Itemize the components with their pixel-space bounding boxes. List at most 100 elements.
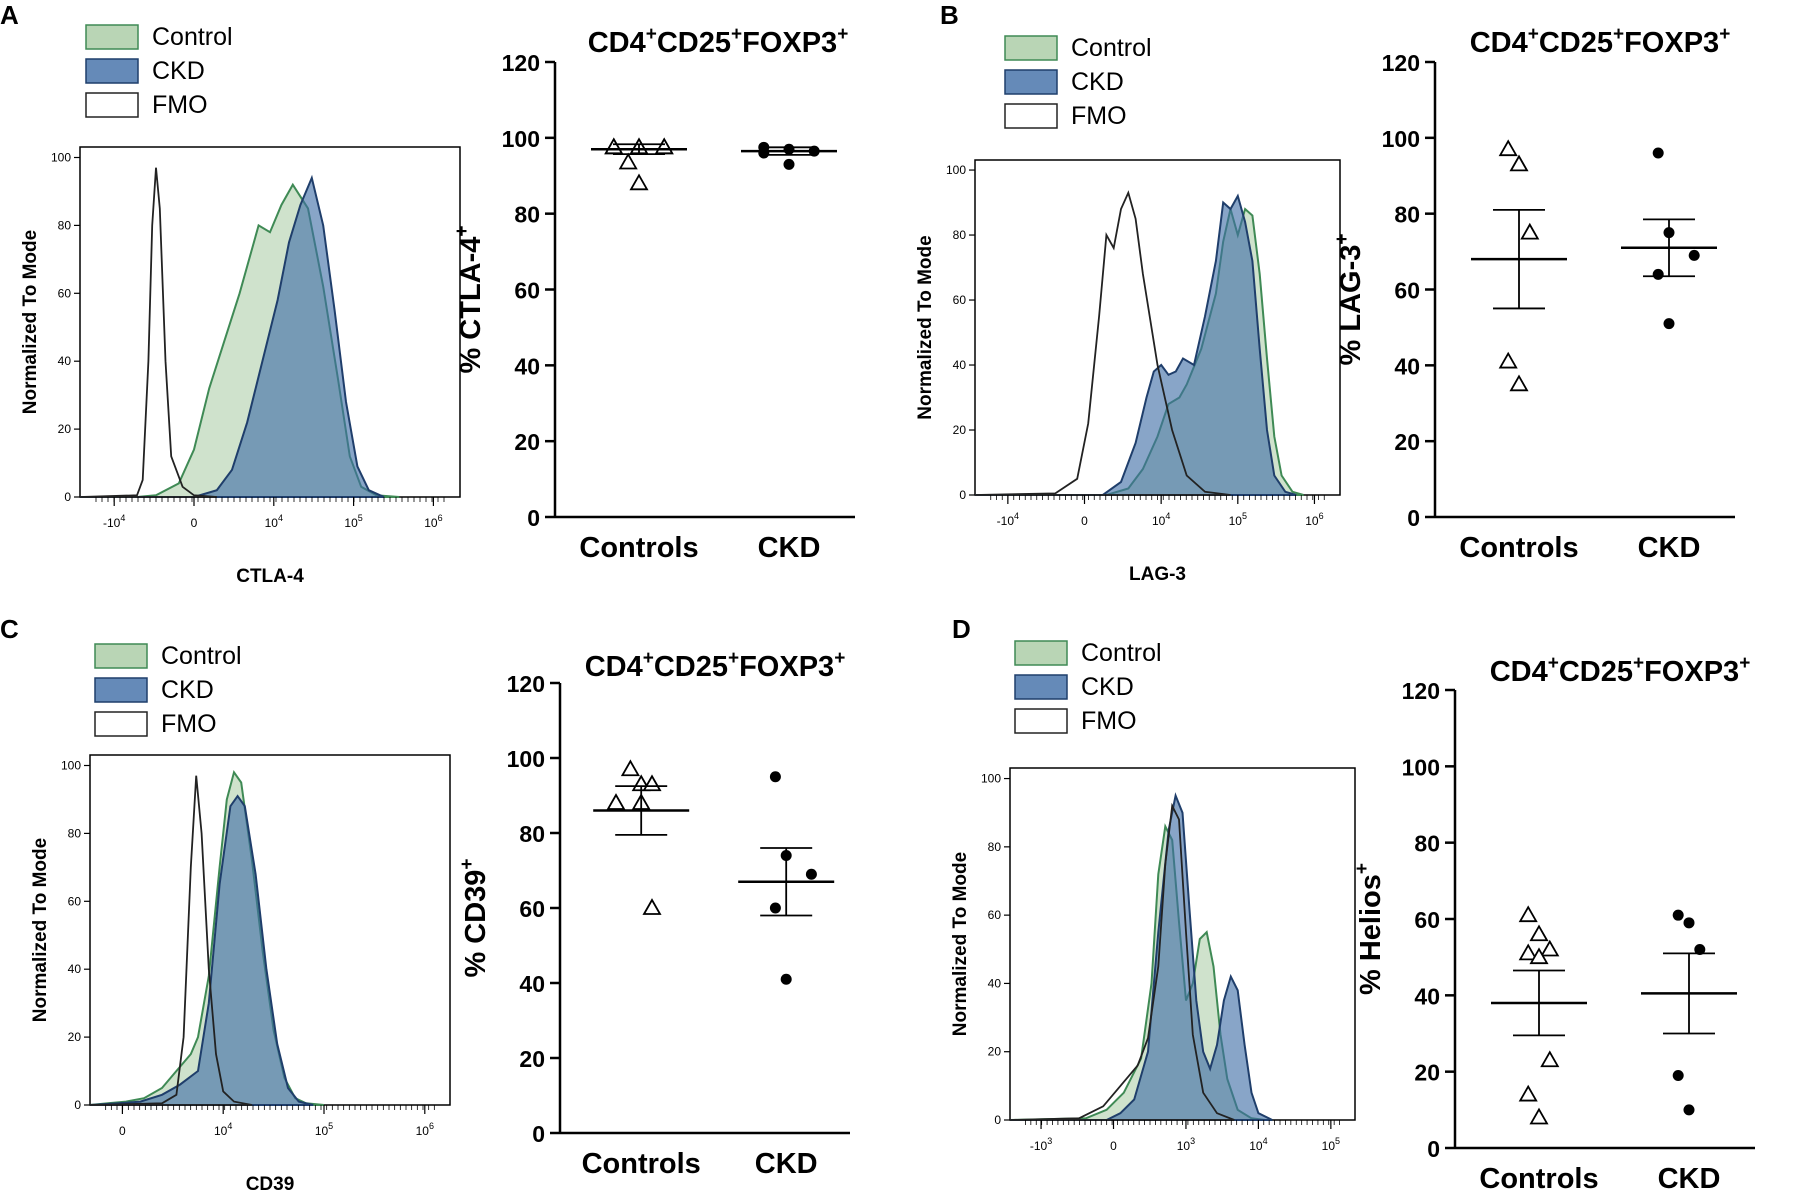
scatter-y-tick-label: 40 <box>514 353 540 379</box>
y-label-text: % CD39 <box>460 870 492 978</box>
histogram-x-tick-label: 105 <box>1229 511 1247 528</box>
data-point-triangle <box>620 759 640 777</box>
legend-label-fmo: FMO <box>1081 707 1137 735</box>
data-point-circle <box>1683 1104 1695 1116</box>
histogram-y-tick-label: 20 <box>953 423 967 437</box>
histogram-y-tick-label: 40 <box>988 976 1002 990</box>
legend-swatch-fmo <box>1014 708 1068 734</box>
y-label-superscript: + <box>1332 234 1353 245</box>
scatter-y-tick-label: 40 <box>519 971 545 997</box>
tick-base: 0 <box>191 516 198 530</box>
histogram-y-tick-label: 0 <box>64 490 71 504</box>
histogram-y-tick-label: 80 <box>953 228 967 242</box>
legend-label-control: Control <box>1071 34 1152 62</box>
histogram-x-tick-label: 0 <box>119 1124 126 1138</box>
histogram-x-tick-label: 106 <box>1305 511 1323 528</box>
title-part: CD25 <box>1539 27 1613 59</box>
y-label-text: % LAG-3 <box>1335 245 1367 366</box>
histogram-x-tick-label: -104 <box>997 511 1019 528</box>
scatter-y-tick-label: 60 <box>514 278 540 304</box>
tick-base: 10 <box>1249 1139 1263 1153</box>
scatter-title: CD4+CD25+FOXP3+ <box>585 648 846 683</box>
tick-base: 10 <box>424 516 438 530</box>
data-point-circle <box>1683 917 1695 929</box>
tick-base: 10 <box>344 516 358 530</box>
legend-label-ckd: CKD <box>152 57 205 85</box>
legend-swatch-control <box>94 643 148 669</box>
title-superscript: + <box>728 648 739 669</box>
histogram-series-ckd <box>89 794 314 1106</box>
scatter-y-tick-label: 20 <box>519 1046 545 1072</box>
histogram-series-ckd <box>1010 792 1273 1121</box>
histogram-x-label: CTLA-4 <box>236 566 304 587</box>
histogram-y-tick-label: 100 <box>61 759 81 773</box>
scatter-y-tick-label: 80 <box>1394 202 1420 228</box>
scatter-y-label: % Helios+ <box>1352 863 1387 995</box>
histogram-y-tick-label: 40 <box>58 354 72 368</box>
tick-base: 10 <box>1229 514 1243 528</box>
title-superscript: + <box>1548 653 1559 674</box>
scatter-y-tick-label: 0 <box>1407 505 1420 531</box>
histogram-x-tick-label: 104 <box>1249 1136 1267 1153</box>
tick-base: 0 <box>1110 1139 1117 1153</box>
tick-base: 10 <box>1322 1139 1336 1153</box>
data-point-triangle <box>1498 139 1518 157</box>
histogram-x-tick-label: 105 <box>344 513 362 530</box>
scatter-y-tick-label: 100 <box>502 126 540 152</box>
title-superscript: + <box>1719 24 1730 45</box>
histogram-x-label: CD39 <box>246 1174 295 1191</box>
scatter-y-tick-label: 60 <box>1414 907 1440 933</box>
title-part: FOXP3 <box>742 27 837 59</box>
panel-letter: D <box>952 614 971 644</box>
histogram-series-fmo <box>79 167 217 498</box>
histogram-x-tick-label: 105 <box>315 1121 333 1138</box>
histogram-y-tick-label: 60 <box>953 293 967 307</box>
data-point-triangle <box>1509 374 1529 392</box>
title-superscript: + <box>643 648 654 669</box>
tick-exponent: 4 <box>1263 1136 1268 1146</box>
histogram-y-tick-label: 20 <box>988 1045 1002 1059</box>
title-part: CD4 <box>1490 656 1548 688</box>
scatter-y-tick-label: 60 <box>1394 278 1420 304</box>
tick-exponent: 5 <box>1242 511 1247 521</box>
scatter-y-tick-label: 80 <box>519 821 545 847</box>
histogram-y-label: Normalized To Mode <box>950 852 971 1036</box>
tick-exponent: 6 <box>438 513 443 523</box>
scatter-y-tick-label: 100 <box>507 746 545 772</box>
scatter-y-tick-label: 80 <box>1414 831 1440 857</box>
histogram-x-tick-label: 105 <box>1322 1136 1340 1153</box>
histogram-y-tick-label: 0 <box>994 1113 1001 1127</box>
y-label-text: % Helios <box>1355 874 1387 995</box>
histogram-y-tick-label: 60 <box>988 908 1002 922</box>
title-part: FOXP3 <box>1624 27 1719 59</box>
tick-exponent: 3 <box>1047 1136 1052 1146</box>
histogram-x-tick-label: 104 <box>265 513 283 530</box>
data-point-triangle <box>654 137 674 155</box>
legend-label-control: Control <box>161 642 242 670</box>
histogram-y-label: Normalized To Mode <box>20 230 41 414</box>
tick-exponent: 4 <box>227 1121 232 1131</box>
y-label-superscript: + <box>452 225 473 236</box>
title-part: CD4 <box>585 651 643 683</box>
histogram-x-tick-label: 0 <box>191 516 198 530</box>
scatter-y-tick-label: 100 <box>1402 754 1440 780</box>
legend-label-fmo: FMO <box>152 91 208 119</box>
data-point-triangle <box>606 793 626 810</box>
title-superscript: + <box>731 24 742 45</box>
histogram-y-tick-label: 60 <box>68 894 82 908</box>
data-point-triangle <box>1518 905 1538 923</box>
histogram-x-tick-label: 104 <box>214 1121 232 1138</box>
scatter-y-tick-label: 0 <box>527 505 540 531</box>
histogram-y-tick-label: 20 <box>68 1030 82 1044</box>
histogram-y-tick-label: 100 <box>981 772 1001 786</box>
scatter-y-tick-label: 120 <box>1402 678 1440 704</box>
data-point-triangle <box>1518 943 1538 961</box>
histogram-y-tick-label: 100 <box>946 163 966 177</box>
tick-exponent: 5 <box>358 513 363 523</box>
scatter-y-tick-label: 0 <box>1427 1136 1440 1162</box>
tick-base: 10 <box>1177 1139 1191 1153</box>
scatter-y-tick-label: 0 <box>532 1121 545 1147</box>
